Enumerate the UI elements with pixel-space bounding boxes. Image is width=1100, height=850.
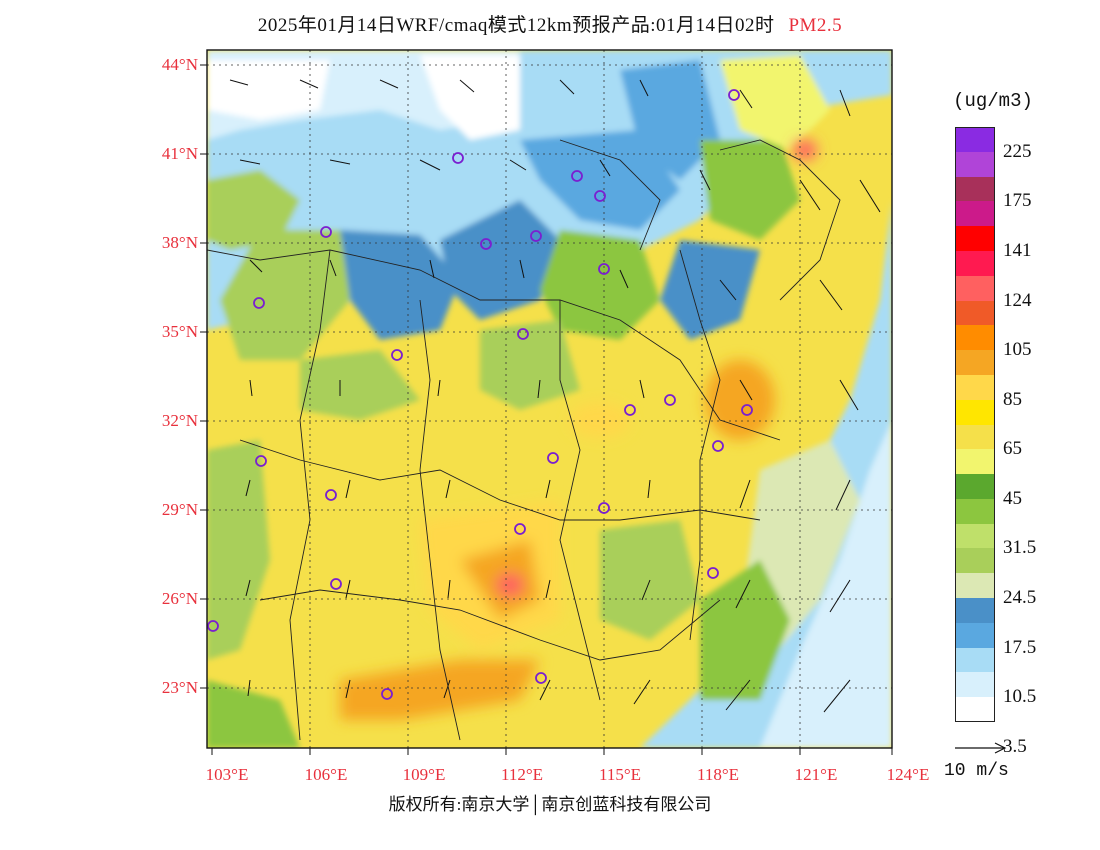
- legend-label: 105: [1003, 339, 1032, 361]
- legend-swatch: [955, 474, 995, 500]
- lat-label-44: 44°N: [161, 55, 198, 74]
- copyright-notice: 版权所有:南京大学│南京创蓝科技有限公司: [388, 795, 712, 814]
- legend-swatch: [955, 374, 995, 401]
- title-variable: PM2.5: [788, 15, 843, 36]
- lon-label-118: 118°E: [696, 765, 740, 784]
- legend-label: 3.5: [1003, 735, 1027, 757]
- legend-swatch: [955, 176, 995, 202]
- legend-label: 85: [1003, 388, 1022, 410]
- map-title: 2025年01月14日WRF/cmaq模式12km预报产品:01月14日02时 P…: [0, 10, 1100, 37]
- concentration-field: [207, 50, 892, 748]
- legend-swatch: [955, 325, 995, 351]
- map-frame: [206, 49, 893, 749]
- legend-label: 10.5: [1003, 686, 1037, 708]
- reference-vector-label: 10 m/s: [944, 761, 1009, 781]
- lon-label-112: 112°E: [500, 765, 544, 784]
- legend-label: 141: [1003, 239, 1032, 261]
- lat-label-35: 35°N: [161, 322, 198, 341]
- lon-label-124: 124°E: [886, 765, 930, 784]
- legend-swatch: [955, 201, 995, 227]
- legend-swatch: [955, 672, 995, 698]
- legend-swatch: [955, 598, 995, 624]
- legend-label: 45: [1003, 487, 1022, 509]
- lat-label-29: 29°N: [161, 500, 198, 519]
- legend-swatch: [955, 573, 995, 599]
- lon-label-103: 103°E: [205, 765, 249, 784]
- axis-ticks: [200, 64, 893, 755]
- legend-label: 225: [1003, 140, 1032, 162]
- legend-swatch: [955, 127, 995, 153]
- legend-label: 31.5: [1003, 537, 1037, 559]
- legend-swatch: [955, 275, 995, 302]
- graticule: [207, 50, 892, 748]
- legend-swatch: [955, 622, 995, 649]
- title-main: 2025年01月14日WRF/cmaq模式12km预报产品:01月14日02时: [257, 15, 775, 36]
- lat-label-38: 38°N: [161, 233, 198, 252]
- station-markers: [207, 89, 753, 700]
- legend-swatch: [955, 647, 995, 673]
- lon-label-109: 109°E: [402, 765, 446, 784]
- legend-swatch: [955, 548, 995, 574]
- lat-label-26: 26°N: [161, 589, 198, 608]
- lon-label-106: 106°E: [304, 765, 348, 784]
- province-borders: [207, 139, 841, 741]
- legend-swatch: [955, 399, 995, 425]
- legend-label: 17.5: [1003, 636, 1037, 658]
- lat-label-23: 23°N: [161, 678, 198, 697]
- reference-vector-arrow: [955, 742, 1007, 754]
- legend-swatch: [955, 250, 995, 277]
- legend-label: 24.5: [1003, 587, 1037, 609]
- legend-swatch: [955, 697, 995, 723]
- legend-swatch: [955, 498, 995, 525]
- legend-swatch: [955, 151, 995, 178]
- legend-swatch: [955, 449, 995, 475]
- lat-label-32: 32°N: [161, 411, 198, 430]
- legend-swatch: [955, 424, 995, 450]
- wind-vectors: [229, 79, 881, 713]
- legend-label: 175: [1003, 190, 1032, 212]
- legend-unit: (ug/m3): [953, 90, 1033, 112]
- legend-swatch: [955, 523, 995, 549]
- lat-label-41: 41°N: [161, 144, 198, 163]
- lon-label-121: 121°E: [794, 765, 838, 784]
- legend-swatch: [955, 350, 995, 376]
- legend-label: 124: [1003, 289, 1032, 311]
- lon-label-115: 115°E: [598, 765, 642, 784]
- legend-swatch: [955, 226, 995, 252]
- legend-label: 65: [1003, 438, 1022, 460]
- legend-swatch: [955, 300, 995, 326]
